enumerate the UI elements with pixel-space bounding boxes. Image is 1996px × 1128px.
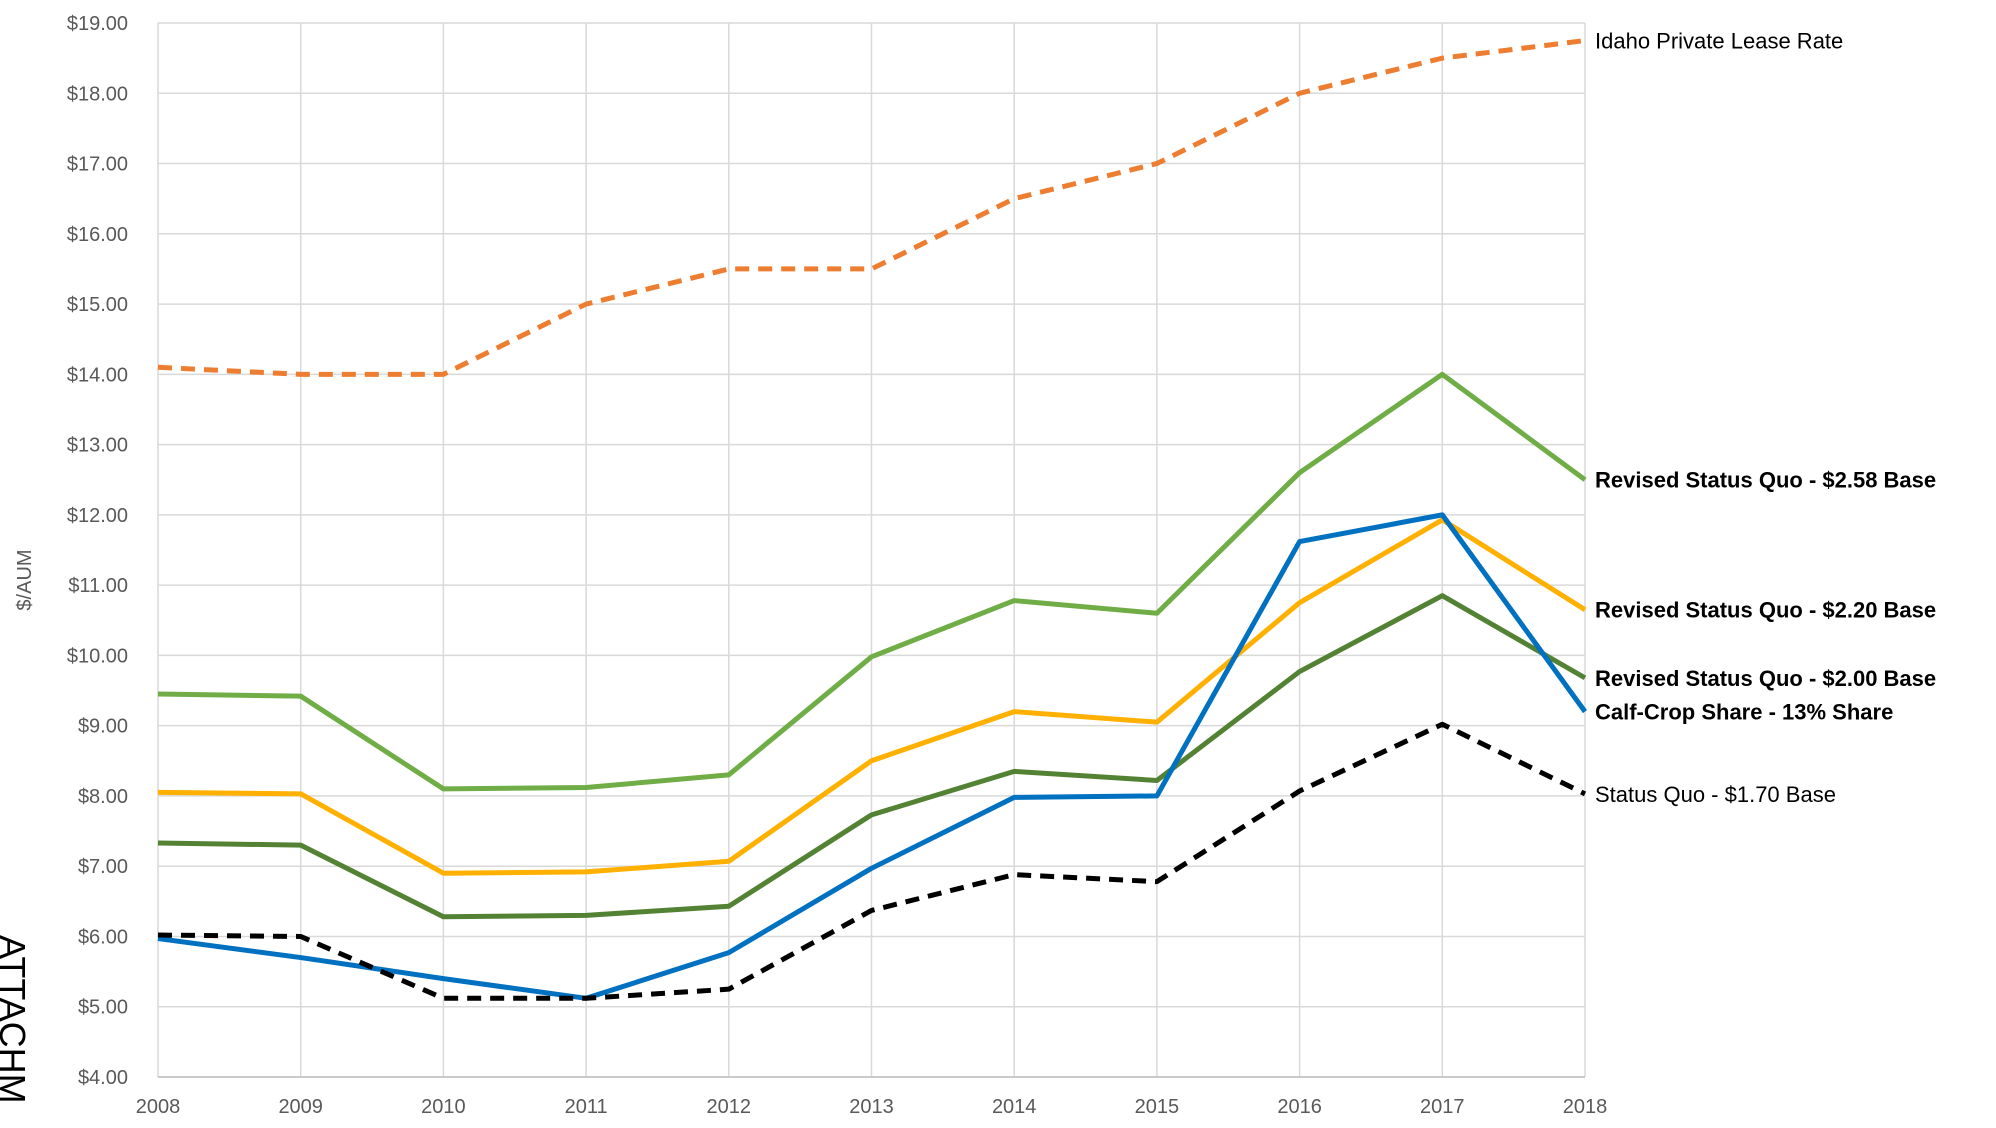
y-tick-label: $11.00 — [68, 575, 128, 597]
annotation: ATTACHM — [0, 935, 33, 1104]
y-tick-label: $10.00 — [67, 645, 128, 667]
series-label: Revised Status Quo - $2.00 Base — [1595, 666, 1936, 691]
series-line — [157, 593, 1587, 920]
y-tick-label: $8.00 — [78, 786, 128, 808]
x-tick-label: 2014 — [992, 1096, 1037, 1118]
series-label: Idaho Private Lease Rate — [1595, 29, 1843, 54]
series-line — [157, 512, 1588, 1001]
y-tick-label: $13.00 — [67, 435, 128, 457]
y-tick-label: $15.00 — [67, 294, 128, 316]
x-tick-label: 2012 — [707, 1096, 752, 1118]
y-tick-label: $17.00 — [67, 154, 128, 176]
series-line — [157, 721, 1587, 1001]
series-line — [157, 371, 1587, 792]
x-tick-label: 2016 — [1277, 1096, 1322, 1118]
x-tick-label: 2017 — [1420, 1096, 1465, 1118]
series-label: Calf-Crop Share - 13% Share — [1595, 700, 1893, 725]
y-tick-label: $14.00 — [67, 364, 128, 386]
x-tick-label: 2009 — [278, 1096, 323, 1118]
y-tick-label: $6.00 — [78, 926, 128, 948]
y-tick-label: $7.00 — [78, 856, 128, 878]
y-axis-title: $/AUM — [14, 549, 36, 610]
x-tick-label: 2011 — [565, 1096, 608, 1118]
x-tick-label: 2008 — [136, 1096, 181, 1118]
series-line — [157, 38, 1586, 377]
series-label: Revised Status Quo - $2.58 Base — [1595, 468, 1936, 493]
y-tick-label: $16.00 — [67, 224, 128, 246]
y-tick-label: $9.00 — [78, 716, 128, 738]
y-tick-label: $5.00 — [78, 997, 128, 1019]
y-tick-label: $12.00 — [67, 505, 128, 527]
series-line — [157, 517, 1587, 876]
x-tick-label: 2015 — [1135, 1096, 1180, 1118]
y-tick-label: $18.00 — [67, 83, 128, 105]
x-tick-label: 2018 — [1563, 1096, 1608, 1118]
x-tick-label: 2013 — [849, 1096, 894, 1118]
y-tick-label: $19.00 — [67, 13, 128, 35]
x-tick-label: 2010 — [421, 1096, 466, 1118]
y-tick-label: $4.00 — [78, 1067, 128, 1089]
series-label: Status Quo - $1.70 Base — [1595, 782, 1836, 807]
series-label: Revised Status Quo - $2.20 Base — [1595, 598, 1936, 623]
